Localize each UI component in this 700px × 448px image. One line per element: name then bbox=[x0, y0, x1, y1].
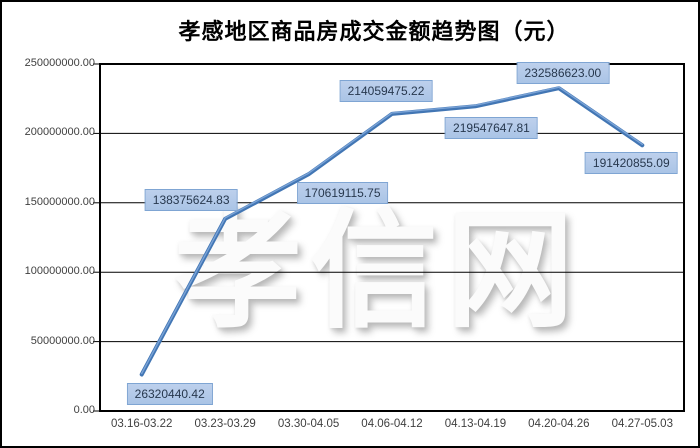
trend-line bbox=[139, 86, 645, 377]
data-label: 219547647.81 bbox=[445, 117, 538, 140]
y-axis-label: 100000000.00 bbox=[24, 265, 95, 278]
data-label: 191420855.09 bbox=[584, 152, 678, 175]
x-axis-label: 04.27-05.03 bbox=[611, 418, 673, 430]
plot-border bbox=[99, 63, 685, 412]
data-label: 170619115.75 bbox=[296, 182, 389, 205]
y-axis-label: 150000000.00 bbox=[24, 195, 95, 208]
trend-line-highlight bbox=[140, 86, 643, 375]
x-axis-label: 03.16-03.22 bbox=[111, 418, 173, 430]
y-axis-label: 200000000.00 bbox=[24, 126, 95, 139]
y-axis-label: 0.00 bbox=[73, 404, 95, 416]
x-axis-label: 04.13-04.19 bbox=[444, 418, 507, 430]
y-axis-label: 50000000.00 bbox=[30, 334, 95, 347]
y-axis-label: 250000000.00 bbox=[24, 57, 95, 69]
data-label: 232586623.00 bbox=[516, 62, 610, 85]
watermark-text: 孝信网 bbox=[174, 200, 583, 343]
x-axis-label: 04.06-04.12 bbox=[361, 418, 423, 430]
x-axis-label: 03.30-04.05 bbox=[277, 418, 340, 430]
data-label: 138375624.83 bbox=[144, 188, 238, 211]
x-axis-label: 03.23-03.29 bbox=[194, 418, 256, 430]
chart-title: 孝感地区商品房成交金额趋势图（元） bbox=[178, 19, 570, 44]
data-label: 214059475.22 bbox=[339, 79, 433, 102]
x-axis-label: 04.20-04.26 bbox=[528, 418, 590, 430]
data-label: 26320440.42 bbox=[126, 383, 213, 406]
